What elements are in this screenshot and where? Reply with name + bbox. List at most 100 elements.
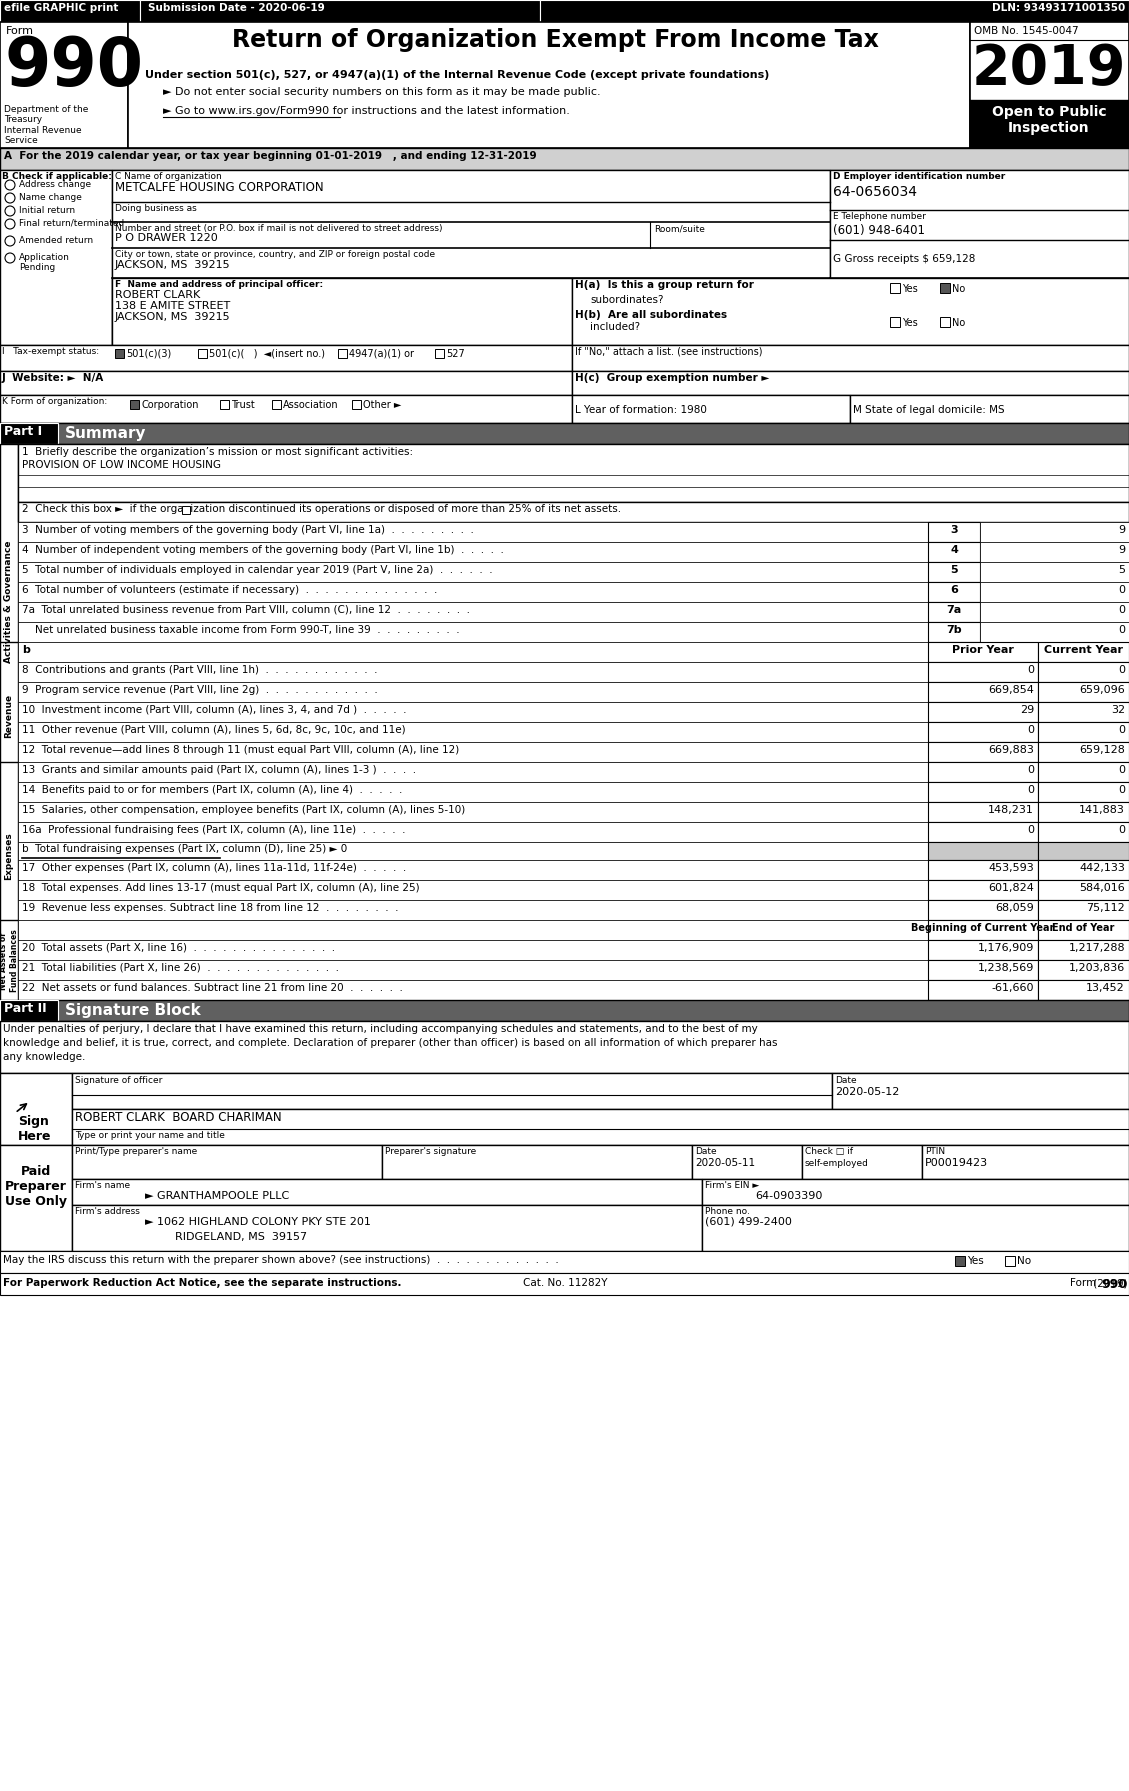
Text: For Paperwork Reduction Act Notice, see the separate instructions.: For Paperwork Reduction Act Notice, see … — [3, 1279, 402, 1288]
Text: 584,016: 584,016 — [1079, 883, 1124, 894]
Text: 1,203,836: 1,203,836 — [1069, 964, 1124, 973]
Bar — [18, 980, 928, 999]
Bar — [928, 761, 1038, 783]
Text: Initial return: Initial return — [19, 206, 76, 215]
Text: Beginning of Current Year: Beginning of Current Year — [911, 922, 1054, 933]
Text: H(a)  Is this a group return for: H(a) Is this a group return for — [575, 279, 754, 290]
Text: No: No — [1017, 1255, 1031, 1266]
Bar — [18, 940, 928, 960]
Bar — [702, 1205, 1129, 1250]
Bar — [382, 1144, 692, 1178]
Bar — [0, 1021, 1129, 1073]
Text: (601) 948-6401: (601) 948-6401 — [833, 224, 925, 236]
Bar — [540, 0, 1129, 21]
Bar — [72, 1178, 702, 1205]
Text: Final return/terminated: Final return/terminated — [19, 219, 124, 227]
Text: 5  Total number of individuals employed in calendar year 2019 (Part V, line 2a) : 5 Total number of individuals employed i… — [21, 564, 492, 575]
Text: 0: 0 — [1118, 605, 1124, 614]
Text: 13  Grants and similar amounts paid (Part IX, column (A), lines 1-3 )  .  .  .  : 13 Grants and similar amounts paid (Part… — [21, 765, 417, 776]
Text: 9  Program service revenue (Part VIII, line 2g)  .  .  .  .  .  .  .  .  .  .  .: 9 Program service revenue (Part VIII, li… — [21, 684, 378, 695]
Text: Date: Date — [835, 1076, 857, 1085]
Bar — [1038, 741, 1129, 761]
Bar — [0, 0, 140, 21]
Text: P00019423: P00019423 — [925, 1159, 988, 1168]
Bar — [72, 1205, 702, 1250]
Text: Submission Date - 2020-06-19: Submission Date - 2020-06-19 — [148, 4, 325, 13]
Text: Association: Association — [283, 399, 339, 410]
Text: No: No — [952, 319, 965, 328]
Text: any knowledge.: any knowledge. — [3, 1051, 86, 1062]
Bar — [980, 521, 1129, 543]
Bar — [18, 860, 928, 879]
Text: 2  Check this box ►  if the organization discontinued its operations or disposed: 2 Check this box ► if the organization d… — [21, 503, 621, 514]
Text: If "No," attach a list. (see instructions): If "No," attach a list. (see instruction… — [575, 347, 762, 356]
Bar — [928, 940, 1038, 960]
Text: 9: 9 — [1118, 544, 1124, 555]
Bar — [928, 741, 1038, 761]
Text: Open to Public
Inspection: Open to Public Inspection — [991, 106, 1106, 134]
Text: 20  Total assets (Part X, line 16)  .  .  .  .  .  .  .  .  .  .  .  .  .  .  .: 20 Total assets (Part X, line 16) . . . … — [21, 944, 335, 953]
Text: Prior Year: Prior Year — [952, 645, 1014, 656]
Text: Yes: Yes — [902, 319, 918, 328]
Bar — [1038, 682, 1129, 702]
Circle shape — [5, 193, 15, 202]
Text: Current Year: Current Year — [1043, 645, 1122, 656]
Text: 1,176,909: 1,176,909 — [978, 944, 1034, 953]
Bar — [0, 921, 18, 1001]
Text: Number and street (or P.O. box if mail is not delivered to street address): Number and street (or P.O. box if mail i… — [115, 224, 443, 233]
Text: 18  Total expenses. Add lines 13-17 (must equal Part IX, column (A), line 25): 18 Total expenses. Add lines 13-17 (must… — [21, 883, 420, 894]
Bar — [928, 860, 1038, 879]
Text: 5: 5 — [1118, 564, 1124, 575]
Bar — [928, 802, 1038, 822]
Text: Firm's EIN ►: Firm's EIN ► — [704, 1180, 759, 1189]
Circle shape — [5, 236, 15, 245]
Bar — [928, 562, 980, 582]
Bar — [0, 999, 1129, 1021]
Text: self-employed: self-employed — [805, 1159, 869, 1168]
Text: 14  Benefits paid to or for members (Part IX, column (A), line 4)  .  .  .  .  .: 14 Benefits paid to or for members (Part… — [21, 784, 402, 795]
Text: b  Total fundraising expenses (Part IX, column (D), line 25) ► 0: b Total fundraising expenses (Part IX, c… — [21, 844, 348, 854]
Bar — [272, 399, 281, 408]
Bar — [18, 879, 928, 901]
Bar — [940, 317, 949, 328]
Text: 12  Total revenue—add lines 8 through 11 (must equal Part VIII, column (A), line: 12 Total revenue—add lines 8 through 11 … — [21, 745, 460, 756]
Text: 32: 32 — [1111, 706, 1124, 715]
Bar — [18, 682, 928, 702]
Circle shape — [5, 253, 15, 263]
Text: Yes: Yes — [902, 285, 918, 294]
Bar — [928, 921, 1038, 940]
Text: 501(c)(   )  ◄(insert no.): 501(c)( ) ◄(insert no.) — [209, 349, 325, 358]
Text: 0: 0 — [1118, 725, 1124, 734]
Text: E Telephone number: E Telephone number — [833, 211, 926, 220]
Text: 16a  Professional fundraising fees (Part IX, column (A), line 11e)  .  .  .  .  : 16a Professional fundraising fees (Part … — [21, 826, 405, 835]
Text: Name change: Name change — [19, 193, 82, 202]
Text: PTIN: PTIN — [925, 1146, 945, 1155]
Text: Return of Organization Exempt From Income Tax: Return of Organization Exempt From Incom… — [231, 29, 878, 52]
Text: ► 1062 HIGHLAND COLONY PKY STE 201: ► 1062 HIGHLAND COLONY PKY STE 201 — [145, 1218, 370, 1227]
Text: I   Tax-exempt status:: I Tax-exempt status: — [2, 347, 99, 356]
Text: 0: 0 — [1118, 586, 1124, 595]
Bar — [0, 346, 572, 371]
Text: 21  Total liabilities (Part X, line 26)  .  .  .  .  .  .  .  .  .  .  .  .  .  : 21 Total liabilities (Part X, line 26) .… — [21, 964, 339, 973]
Text: RIDGELAND, MS  39157: RIDGELAND, MS 39157 — [175, 1232, 307, 1241]
Text: 669,854: 669,854 — [988, 684, 1034, 695]
Bar — [928, 521, 980, 543]
Bar — [18, 921, 928, 940]
Text: 4: 4 — [951, 544, 957, 555]
Text: End of Year: End of Year — [1052, 922, 1114, 933]
Bar — [0, 423, 1129, 444]
Bar — [572, 346, 1129, 371]
Bar — [198, 349, 207, 358]
Bar — [1038, 822, 1129, 842]
Text: included?: included? — [590, 322, 640, 331]
Bar — [0, 1273, 1129, 1295]
Bar — [18, 960, 928, 980]
Text: ► GRANTHAMPOOLE PLLC: ► GRANTHAMPOOLE PLLC — [145, 1191, 289, 1202]
Bar — [980, 543, 1129, 562]
Bar — [928, 960, 1038, 980]
Bar — [928, 702, 1038, 722]
Bar — [0, 0, 1129, 21]
Bar — [1038, 641, 1129, 663]
Text: No: No — [952, 285, 965, 294]
Text: 0: 0 — [1027, 664, 1034, 675]
